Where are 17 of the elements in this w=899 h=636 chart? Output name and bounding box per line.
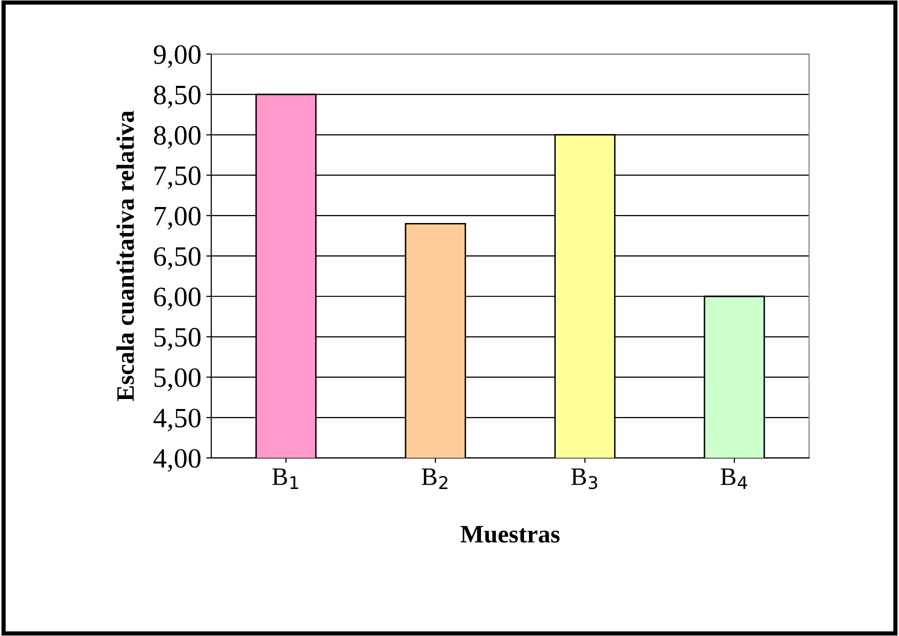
- x-tick-label: B$_{2}$: [422, 468, 448, 489]
- x-tick-label: B$_{4}$: [720, 468, 748, 489]
- y-tick-label: 7,50: [154, 166, 200, 190]
- y-tick-label: 7,00: [154, 206, 200, 230]
- x-tick-label: B$_{3}$: [571, 468, 598, 490]
- y-tick-label: 6,50: [154, 247, 200, 270]
- y-tick-label: 5,50: [154, 328, 200, 351]
- y-axis-title: Escala cuantitativa relativa: [116, 110, 134, 402]
- y-tick-label: 9,00: [154, 45, 200, 68]
- y-tick-label: 4,50: [153, 408, 200, 432]
- y-tick-label: 8,00: [154, 126, 200, 149]
- y-tick-label: 8,50: [154, 86, 200, 108]
- x-tick-label: B$_{1}$: [272, 468, 298, 489]
- y-tick-label: 4,00: [153, 449, 200, 472]
- y-tick-label: 6,00: [154, 288, 200, 310]
- y-tick-label: 5,00: [154, 368, 200, 392]
- x-axis-title: Muestras: [460, 526, 560, 543]
